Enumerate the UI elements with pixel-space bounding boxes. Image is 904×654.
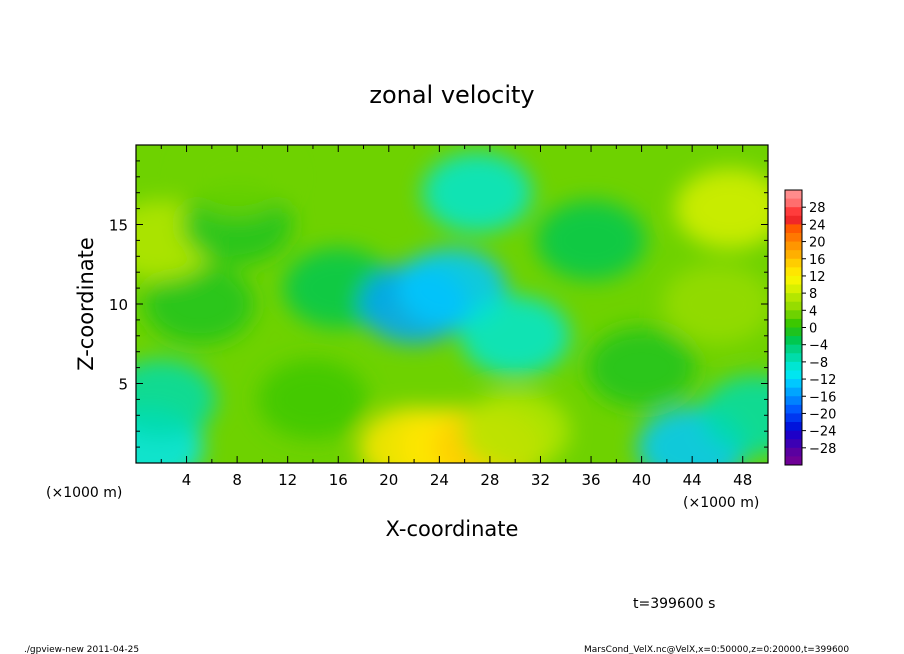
x-tick-label: 16 [329,471,348,489]
x-axis-label: X-coordinate [386,517,519,541]
field-sample [144,264,255,344]
field-sample [460,391,571,463]
colorbar-label: 0 [809,322,817,337]
colorbar-swatch [785,456,802,466]
colorbar-swatch [785,258,802,268]
colorbar-swatch [785,250,802,260]
field-sample [536,200,647,281]
colorbar-swatch [785,301,802,311]
colorbar-swatch [785,224,802,234]
y-axis-label: Z-coordinate [74,237,98,371]
x-tick-label: 20 [379,471,398,489]
x-tick-label: 4 [182,471,192,489]
x-tick-label: 28 [480,471,499,489]
x-tick-label: 36 [581,471,600,489]
x-axis: 4 8 12 16 20 24 28 32 36 40 44 48 [160,145,752,489]
colorbar-swatch [785,327,802,337]
field-sample [182,145,293,217]
colorbar-swatch [785,293,802,303]
colorbar-label: 12 [809,270,826,285]
x-tick-label: 32 [531,471,550,489]
colorbar-label: 20 [809,236,826,251]
field-sample [586,327,697,408]
colorbar-swatch [785,275,802,286]
colorbar-swatch [785,430,802,440]
field-sample [136,359,217,440]
colorbar-swatch [785,207,802,217]
colorbar-swatch [785,310,802,320]
colorbar-label: 8 [809,287,817,302]
x-tick-label: 8 [232,471,242,489]
velocity-field [136,145,768,463]
y-tick-label: 5 [118,376,128,394]
colorbar-swatch [785,284,802,294]
field-sample [257,359,368,440]
x-unit-label-right: (×1000 m) [683,495,759,511]
field-sample [422,152,533,233]
colorbar-label: 28 [809,201,826,216]
colorbar-swatch [785,379,802,389]
colorbar-swatch [785,232,802,243]
colorbar-label: −8 [809,356,828,371]
colorbar: 28 24 20 16 12 8 4 0 −4 −8 −12 −16 −20 −24 −28 [784,189,836,466]
colorbar-label: −12 [809,373,836,388]
colorbar-swatch [785,241,802,251]
colorbar-swatch [785,404,802,414]
colorbar-swatch [785,370,802,380]
x-tick-label: 24 [430,471,449,489]
y-tick-label: 15 [109,217,128,235]
x-tick-label: 44 [683,471,702,489]
colorbar-label: −16 [809,390,836,405]
colorbar-label: −20 [809,407,836,422]
colorbar-swatch [785,439,802,449]
colorbar-swatch [785,198,802,208]
colorbar-swatch [785,413,802,423]
x-tick-label: 12 [278,471,297,489]
chart-title: zonal velocity [369,81,534,109]
time-label: t=399600 s [633,596,715,612]
colorbar-label: 16 [809,253,826,268]
colorbar-label: −24 [809,425,836,440]
y-axis: 5 10 15 [109,160,768,448]
colorbar-swatch [785,215,802,225]
field-sample [460,295,571,376]
colorbar-label: 4 [809,304,817,319]
colorbar-swatch [785,267,802,277]
colorbar-label: 24 [809,218,826,233]
y-tick-label: 10 [109,296,128,314]
colorbar-swatch [785,344,802,354]
field-sample [662,264,768,344]
colorbar-swatch [785,447,802,457]
footer-left: ./gpview-new 2011-04-25 [24,645,139,654]
field-sample [675,168,768,249]
colorbar-swatch [785,336,802,346]
x-unit-label-left: (×1000 m) [46,485,122,501]
x-tick-label: 48 [733,471,752,489]
colorbar-label: −28 [809,442,836,457]
footer-right: MarsCond_VelX.nc@VelX,x=0:50000,z=0:2000… [584,645,849,654]
x-tick-label: 40 [632,471,651,489]
colorbar-swatch [785,353,802,363]
colorbar-swatch [785,318,802,328]
colorbar-swatch [785,396,802,406]
field-sample [700,375,768,456]
colorbar-swatch [785,361,802,371]
colorbar-swatch [785,422,802,432]
colorbar-label: −4 [809,339,828,354]
colorbar-swatch [785,387,802,397]
colorbar-swatch [785,190,802,200]
